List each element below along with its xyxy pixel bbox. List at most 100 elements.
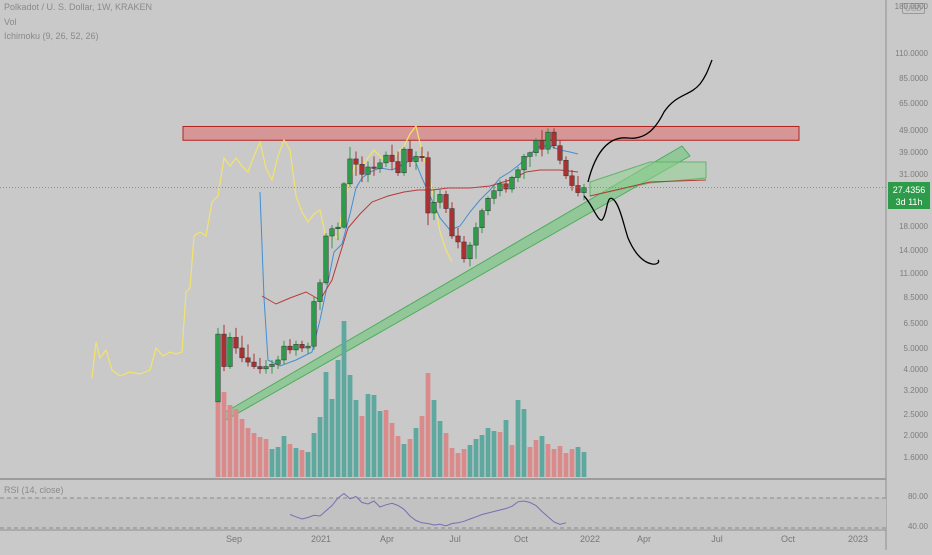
candle-body xyxy=(317,282,323,302)
candle-body xyxy=(527,152,533,157)
ichimoku-indicator-label[interactable]: Ichimoku (9, 26, 52, 26) xyxy=(4,31,99,41)
volume-bar xyxy=(323,372,329,477)
current-price-value: 27.4356 xyxy=(892,185,926,195)
bullish-projection-path xyxy=(587,59,713,183)
candle-body xyxy=(233,337,239,349)
candle-body xyxy=(419,156,425,158)
chart-symbol-title: Polkadot / U. S. Dollar, 1W, KRAKEN xyxy=(4,2,153,12)
price-tick-label: 49.0000 xyxy=(899,126,928,136)
volume-bar xyxy=(569,449,575,477)
price-tick-label: 4.0000 xyxy=(903,365,928,375)
volume-bar xyxy=(215,384,221,477)
volume-indicator-label[interactable]: Vol xyxy=(4,17,17,27)
candle-body xyxy=(245,357,251,363)
candle-body xyxy=(413,156,419,162)
price-tick-label: 110.0000 xyxy=(895,48,928,58)
price-tick-label: 5.0000 xyxy=(903,343,928,353)
volume-bar xyxy=(425,373,431,477)
volume-bar xyxy=(533,440,539,477)
volume-bar xyxy=(341,321,347,477)
price-tick-label: 14.0000 xyxy=(899,245,928,255)
price-tick-label: 11.0000 xyxy=(899,268,928,278)
volume-bar xyxy=(383,410,389,477)
volume-bar xyxy=(377,411,383,477)
volume-bar xyxy=(431,400,437,477)
rsi-tick-label: 80.00 xyxy=(907,492,928,501)
volume-bar xyxy=(287,444,293,477)
volume-bar xyxy=(317,417,323,477)
candle-body xyxy=(557,145,563,161)
volume-bar xyxy=(449,448,455,477)
volume-bar xyxy=(395,436,401,477)
price-tick-label: 1.6000 xyxy=(903,452,928,462)
volume-bar xyxy=(353,400,359,477)
volume-bar xyxy=(491,431,497,477)
candle-body xyxy=(353,158,359,165)
senkou-span-b xyxy=(589,179,707,197)
candle-body xyxy=(551,131,557,146)
candle-body xyxy=(305,345,311,349)
bar-countdown: 3d 11h xyxy=(895,197,923,207)
rsi-band xyxy=(0,498,886,529)
time-tick-label: Apr xyxy=(379,534,395,544)
volume-bar xyxy=(521,409,527,477)
resistance-zone xyxy=(182,125,800,141)
candle-body xyxy=(215,333,221,403)
candle-body xyxy=(275,359,281,365)
volume-bar xyxy=(563,453,569,477)
time-tick-label: Oct xyxy=(513,534,529,544)
volume-bar xyxy=(407,439,413,477)
time-tick-label: 2021 xyxy=(310,534,332,544)
volume-bar xyxy=(443,433,449,477)
volume-bar xyxy=(233,409,239,477)
volume-bar xyxy=(281,436,287,477)
volume-bar xyxy=(227,405,233,477)
current-price-badge: 27.4356 3d 11h xyxy=(888,182,930,209)
volume-bar xyxy=(347,375,353,477)
candle-body xyxy=(569,175,575,186)
volume-bar xyxy=(473,439,479,477)
volume-bar xyxy=(479,435,485,477)
volume-bar xyxy=(293,448,299,477)
candle-body xyxy=(239,347,245,359)
candle-body xyxy=(407,148,413,162)
volume-bar xyxy=(413,428,419,477)
candle-body xyxy=(299,344,305,349)
time-tick-label: Oct xyxy=(780,534,796,544)
candle-body xyxy=(509,177,515,190)
rsi-indicator-label[interactable]: RSI (14, close) xyxy=(4,485,64,495)
candle-body xyxy=(395,161,401,174)
currency-badge[interactable]: USD xyxy=(902,3,925,14)
volume-bar xyxy=(497,432,503,477)
price-tick-label: 180.0000 xyxy=(894,2,928,11)
price-tick-label: 3.2000 xyxy=(903,386,928,396)
price-tick-label: 39.0000 xyxy=(899,147,928,157)
volume-bar xyxy=(239,419,245,477)
candle-body xyxy=(347,158,353,185)
time-tick-label: Apr xyxy=(636,534,652,544)
volume-bar xyxy=(257,437,263,477)
volume-bar xyxy=(581,452,587,477)
time-tick-label: 2022 xyxy=(579,534,601,544)
volume-bar xyxy=(515,400,521,477)
volume-bar xyxy=(245,428,251,477)
candle-body xyxy=(431,201,437,214)
volume-bar xyxy=(329,399,335,477)
candle-body xyxy=(461,241,467,259)
candle-body xyxy=(293,344,299,351)
rsi-tick-label: 40.00 xyxy=(907,522,928,531)
candle-body xyxy=(389,154,395,162)
price-tick-label: 65.0000 xyxy=(899,99,928,109)
candle-body xyxy=(521,156,527,171)
candle-body xyxy=(341,183,347,228)
candle-body xyxy=(455,235,461,243)
price-tick-label: 2.5000 xyxy=(903,410,928,420)
candle-body xyxy=(329,228,335,237)
volume-bar xyxy=(467,445,473,477)
candle-body xyxy=(515,169,521,178)
volume-bar xyxy=(437,421,443,477)
volume-bar xyxy=(311,433,317,477)
volume-bar xyxy=(335,360,341,477)
